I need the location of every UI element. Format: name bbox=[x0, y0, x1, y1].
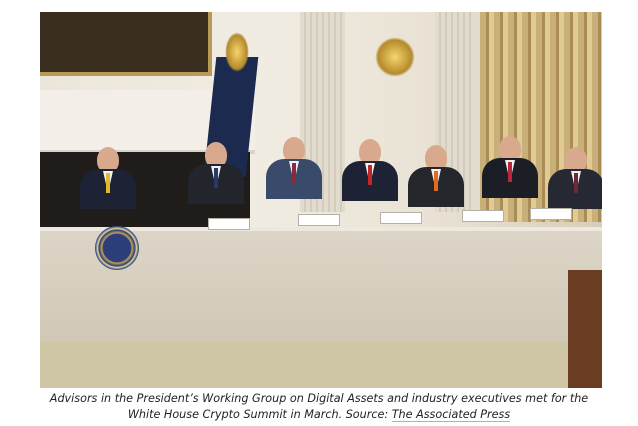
caption-text: White House Crypto Summit in March. Sour… bbox=[127, 408, 392, 421]
person bbox=[548, 147, 602, 209]
person bbox=[408, 145, 464, 207]
person bbox=[342, 139, 398, 201]
source-link[interactable]: The Associated Press bbox=[391, 408, 511, 422]
tablecloth-edge bbox=[40, 227, 602, 231]
nameplate bbox=[530, 208, 572, 220]
nameplate bbox=[462, 210, 504, 222]
chandelier bbox=[375, 37, 415, 77]
caption-line-2: White House Crypto Summit in March. Sour… bbox=[0, 407, 638, 423]
person bbox=[80, 147, 136, 209]
article-photo bbox=[40, 12, 602, 388]
nameplate bbox=[208, 218, 250, 230]
painting bbox=[40, 12, 212, 76]
nameplate bbox=[298, 214, 340, 226]
side-table bbox=[568, 270, 602, 388]
eagle-ornament bbox=[225, 32, 249, 72]
person bbox=[482, 136, 538, 198]
presidential-seal bbox=[95, 226, 139, 270]
caption-line-1: Advisors in the President’s Working Grou… bbox=[49, 392, 589, 405]
nameplate bbox=[380, 212, 422, 224]
person bbox=[266, 137, 322, 199]
photo-caption: Advisors in the President’s Working Grou… bbox=[0, 391, 638, 423]
person bbox=[188, 142, 244, 204]
carpet bbox=[40, 342, 602, 388]
